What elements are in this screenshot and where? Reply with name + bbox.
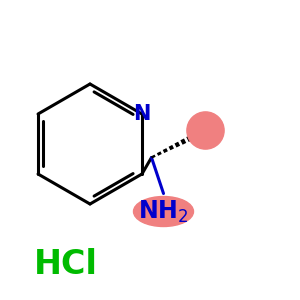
Circle shape xyxy=(187,112,224,149)
Text: N: N xyxy=(133,104,151,124)
Text: NH$_2$: NH$_2$ xyxy=(139,198,188,225)
Text: HCl: HCl xyxy=(34,248,98,280)
Ellipse shape xyxy=(134,196,194,226)
